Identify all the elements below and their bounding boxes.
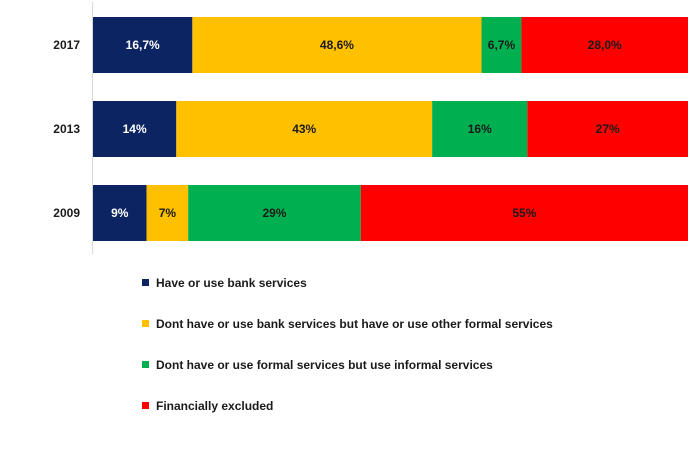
- data-labels-group: 16,7% 48,6% 6,7% 28,0% 14% 43% 16% 27% 9% 7% 29% 55…: [111, 38, 622, 220]
- legend-swatch: [142, 402, 149, 409]
- bar-segment-2017-dont-have-or-use-formal-services-but-use-informal-services: [481, 17, 522, 73]
- legend-item-bank-services: Have or use bank services: [142, 262, 553, 303]
- legend-item-other-formal-services: Dont have or use bank services but have …: [142, 303, 553, 344]
- data-label-2009-dont-have-or-use-bank-services-but-have-or-use-other-formal-services: 7%: [159, 206, 177, 220]
- legend-swatch: [142, 279, 149, 286]
- bar-segment-2013-have-or-use-bank-services: [93, 101, 177, 157]
- bars-group: [93, 17, 688, 241]
- legend: Have or use bank services Dont have or u…: [142, 262, 553, 426]
- data-label-2017-dont-have-or-use-bank-services-but-have-or-use-other-formal-services: 48,6%: [320, 38, 354, 52]
- data-label-2009-dont-have-or-use-formal-services-but-use-informal-services: 29%: [262, 206, 286, 220]
- data-label-2013-dont-have-or-use-bank-services-but-have-or-use-other-formal-services: 43%: [292, 122, 316, 136]
- category-label-2013: 2013: [53, 122, 80, 136]
- bar-segment-2017-financially-excluded: [521, 17, 688, 73]
- data-label-2013-financially-excluded: 27%: [596, 122, 620, 136]
- bar-segment-2017-have-or-use-bank-services: [93, 17, 193, 73]
- legend-label: Dont have or use bank services but have …: [156, 316, 553, 331]
- bar-segment-2013-financially-excluded: [527, 101, 688, 157]
- data-label-2017-have-or-use-bank-services: 16,7%: [126, 38, 160, 52]
- bar-segment-2017-dont-have-or-use-bank-services-but-have-or-use-other-formal-services: [192, 17, 482, 73]
- data-label-2017-financially-excluded: 28,0%: [588, 38, 622, 52]
- category-labels-group: 2017 2013 2009: [53, 38, 80, 220]
- data-label-2009-have-or-use-bank-services: 9%: [111, 206, 129, 220]
- bar-segment-2009-dont-have-or-use-bank-services-but-have-or-use-other-formal-services: [146, 185, 189, 241]
- legend-item-informal-services: Dont have or use formal services but use…: [142, 344, 553, 385]
- category-label-2017: 2017: [53, 38, 80, 52]
- legend-swatch: [142, 361, 149, 368]
- data-label-2013-have-or-use-bank-services: 14%: [123, 122, 147, 136]
- bar-segment-2009-financially-excluded: [360, 185, 688, 241]
- legend-swatch: [142, 320, 149, 327]
- category-label-2009: 2009: [53, 206, 80, 220]
- legend-label: Have or use bank services: [156, 275, 307, 290]
- bar-segment-2009-dont-have-or-use-formal-services-but-use-informal-services: [188, 185, 361, 241]
- bar-segment-2013-dont-have-or-use-bank-services-but-have-or-use-other-formal-services: [176, 101, 433, 157]
- legend-label: Dont have or use formal services but use…: [156, 357, 493, 372]
- data-label-2009-financially-excluded: 55%: [512, 206, 536, 220]
- data-label-2017-dont-have-or-use-formal-services-but-use-informal-services: 6,7%: [488, 38, 516, 52]
- legend-label: Financially excluded: [156, 398, 274, 413]
- data-label-2013-dont-have-or-use-formal-services-but-use-informal-services: 16%: [468, 122, 492, 136]
- bar-segment-2013-dont-have-or-use-formal-services-but-use-informal-services: [432, 101, 528, 157]
- bar-segment-2009-have-or-use-bank-services: [93, 185, 147, 241]
- legend-item-financially-excluded: Financially excluded: [142, 385, 553, 426]
